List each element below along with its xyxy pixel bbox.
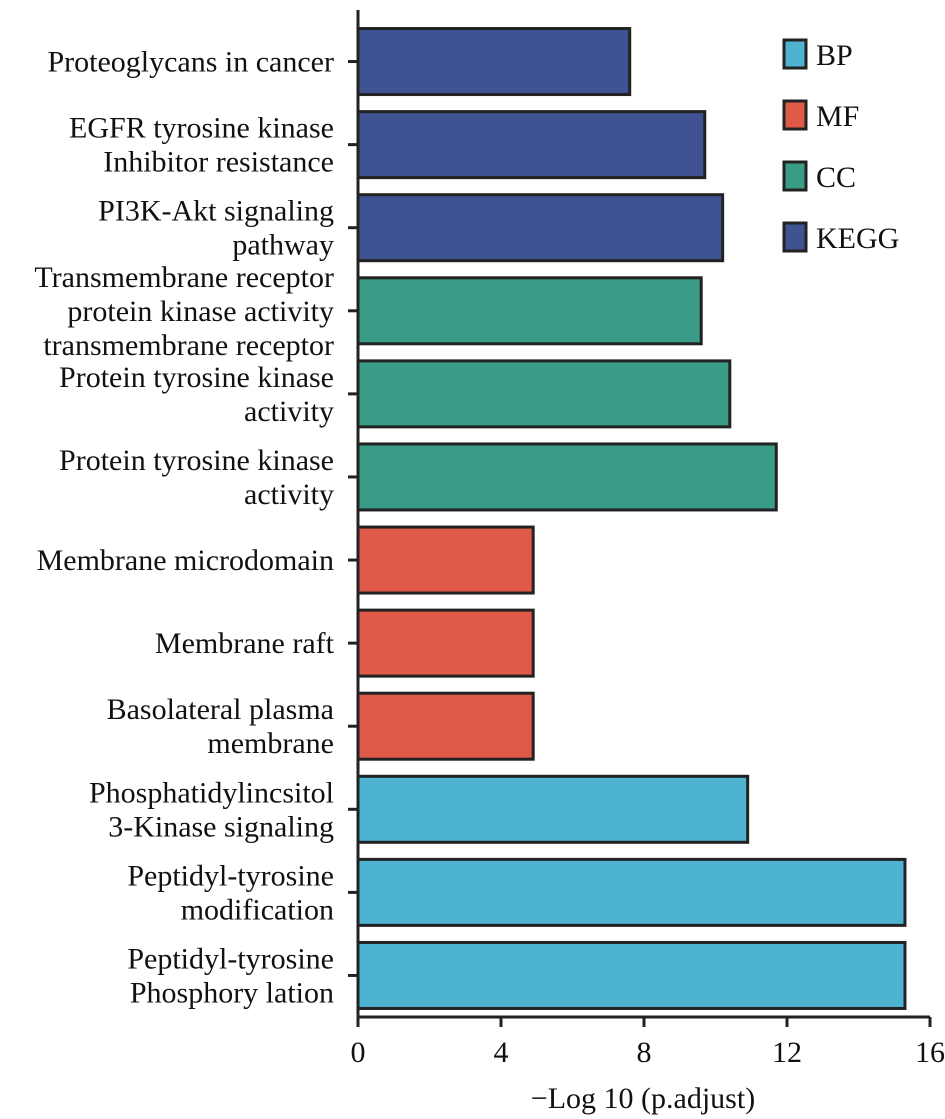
x-axis-title: −Log 10 (p.adjust) [531, 1082, 755, 1115]
axes-group: 0 4 8 12 16 [348, 10, 945, 1069]
x-tick-label: 16 [915, 1036, 945, 1069]
bar-kegg [356, 110, 707, 180]
bars-group [356, 27, 907, 1010]
category-label: Membrane raft [155, 627, 335, 660]
category-label: Proteoglycans in cancer [47, 46, 334, 79]
bar-bp [356, 857, 907, 927]
legend-label-cc: CC [816, 161, 856, 194]
category-labels-group: Proteoglycans in cancer EGFR tyrosine kin… [34, 46, 334, 1010]
bar-cc [356, 359, 732, 429]
bar-bp [356, 774, 750, 844]
category-label: Phosphatidylincsitol 3-Kinase signaling [89, 776, 334, 843]
legend-label-bp: BP [816, 39, 853, 72]
legend-label-mf: MF [816, 100, 859, 133]
category-label: Transmembrane receptor protein kinase act… [34, 261, 334, 362]
bar-mf [356, 608, 535, 678]
category-label: Protein tyrosine kinase activity [59, 444, 334, 511]
category-label: PI3K-Akt signaling pathway [98, 195, 334, 262]
category-label: Peptidyl-tyrosine Phosphory lation [127, 942, 334, 1009]
legend: BP MF CC KEGG [782, 38, 899, 255]
category-label: Basolateral plasma membrane [107, 693, 334, 760]
legend-swatch-mf [782, 99, 808, 131]
x-tick-label: 8 [637, 1036, 652, 1069]
x-tick-label: 12 [772, 1036, 802, 1069]
x-tick-label: 0 [351, 1036, 366, 1069]
bar-kegg [356, 193, 725, 263]
category-label: Peptidyl-tyrosine modification [127, 859, 334, 926]
bar-mf [356, 691, 535, 761]
bar-bp [356, 940, 907, 1010]
bar-cc [356, 276, 703, 346]
bar-cc [356, 442, 778, 512]
category-label: Protein tyrosine kinase activity [59, 361, 334, 428]
legend-swatch-kegg [782, 221, 808, 253]
bar-mf [356, 525, 535, 595]
category-label: EGFR tyrosine kinase Inhibitor resistance [69, 112, 334, 179]
x-tick-label: 4 [494, 1036, 509, 1069]
legend-swatch-bp [782, 38, 808, 70]
category-label: Membrane microdomain [37, 544, 334, 577]
legend-swatch-cc [782, 160, 808, 192]
bar-kegg [356, 27, 632, 97]
legend-label-kegg: KEGG [816, 222, 899, 255]
